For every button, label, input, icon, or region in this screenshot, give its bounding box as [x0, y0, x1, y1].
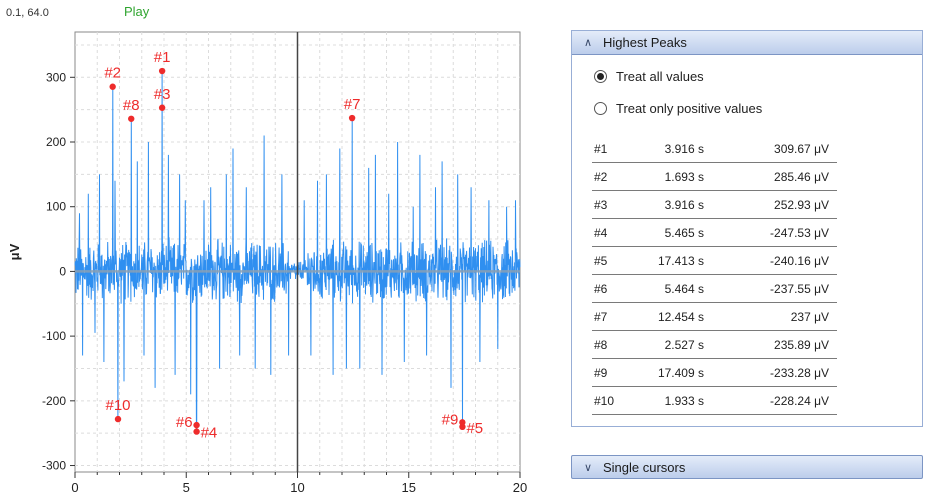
peak-id-cell: #9 — [592, 358, 632, 387]
peak-value-cell: 309.67 μV — [712, 135, 837, 163]
peak-id-cell: #1 — [592, 135, 632, 163]
peak-row[interactable]: #2 1.693 s 285.46 μV — [592, 162, 837, 191]
y-axis-label: μV — [7, 243, 22, 260]
peak-id-cell: #7 — [592, 302, 632, 331]
y-tick-label: -100 — [42, 329, 66, 343]
peak-marker-label: #6 — [176, 414, 193, 431]
peak-time-cell: 17.409 s — [632, 358, 712, 387]
peak-row[interactable]: #10 1.933 s -228.24 μV — [592, 386, 837, 415]
peak-marker-dot — [158, 104, 166, 111]
peak-marker-dot — [193, 428, 200, 435]
coordinate-readout: 0.1, 64.0 — [6, 7, 49, 19]
highest-peaks-header[interactable]: ∧​ Highest Peaks — [572, 31, 922, 55]
single-cursors-panel: ∨ Single cursors — [571, 455, 923, 479]
peak-id-cell: #8 — [592, 330, 632, 359]
peak-marker-dot — [459, 419, 466, 426]
peak-time-cell: 3.916 s — [632, 190, 712, 219]
single-cursors-title: Single cursors — [603, 459, 686, 475]
peak-id-cell: #2 — [592, 162, 632, 191]
peak-time-cell: 17.413 s — [632, 246, 712, 275]
axes: 300 200 100 0 -100 -200 -300 0 5 10 15 20 μV — [7, 70, 527, 495]
x-tick-label: 5 — [183, 480, 190, 495]
peak-value-cell: 252.93 μV — [712, 190, 837, 219]
peak-row[interactable]: #6 5.464 s -237.55 μV — [592, 274, 837, 303]
radio-selected-icon[interactable] — [594, 70, 607, 83]
y-tick-label: 300 — [46, 70, 66, 84]
peak-time-cell: 5.465 s — [632, 218, 712, 247]
y-tick-label: -200 — [42, 394, 66, 408]
radio-treat-all[interactable]: Treat all values — [594, 69, 704, 84]
peak-marker-dot — [114, 415, 122, 423]
peak-value-cell: 235.89 μV — [712, 330, 837, 359]
peak-marker-label: #2 — [104, 65, 121, 82]
peak-markers: #1 #2 #3 #4 #5 #6 #7 #8 #9 #10 — [104, 49, 483, 442]
peak-time-cell: 2.527 s — [632, 330, 712, 359]
peak-row[interactable]: #1 3.916 s 309.67 μV — [592, 135, 837, 163]
peak-marker-label: #8 — [123, 97, 140, 114]
peak-marker-label: #1 — [154, 49, 171, 66]
collapse-chevron-icon[interactable]: ∧​ — [583, 37, 593, 49]
radio-treat-positive-label: Treat only positive values — [616, 101, 763, 116]
peak-row[interactable]: #8 2.527 s 235.89 μV — [592, 330, 837, 359]
x-tick-label: 0 — [71, 480, 78, 495]
peak-time-cell: 5.464 s — [632, 274, 712, 303]
x-tick-label: 20 — [513, 480, 527, 495]
peak-marker-dot — [109, 83, 116, 90]
peak-id-cell: #5 — [592, 246, 632, 275]
y-tick-label: 200 — [46, 135, 66, 149]
peak-id-cell: #3 — [592, 190, 632, 219]
peak-marker-label: #10 — [105, 397, 130, 414]
play-button[interactable]: Play — [124, 4, 150, 19]
peak-id-cell: #10 — [592, 386, 632, 415]
peak-row[interactable]: #4 5.465 s -247.53 μV — [592, 218, 837, 247]
peak-marker-label: #4 — [201, 425, 218, 442]
single-cursors-header[interactable]: ∨ Single cursors — [571, 455, 923, 479]
peak-value-cell: 237 μV — [712, 302, 837, 331]
peak-time-cell: 12.454 s — [632, 302, 712, 331]
peak-row[interactable]: #9 17.409 s -233.28 μV — [592, 358, 837, 387]
peak-value-cell: 285.46 μV — [712, 162, 837, 191]
y-tick-label: -300 — [42, 459, 66, 473]
x-tick-label: 10 — [290, 480, 304, 495]
peak-marker-label: #7 — [344, 96, 361, 113]
peak-value-cell: -240.16 μV — [712, 246, 837, 275]
peak-row[interactable]: #3 3.916 s 252.93 μV — [592, 190, 837, 219]
peak-marker-label: #3 — [154, 86, 171, 103]
peak-marker-dot — [193, 421, 200, 429]
peak-marker-label: #9 — [442, 411, 459, 428]
peak-marker-dot — [158, 67, 166, 75]
peak-value-cell: -228.24 μV — [712, 386, 837, 415]
radio-treat-positive[interactable]: Treat only positive values — [594, 101, 762, 116]
peak-id-cell: #4 — [592, 218, 632, 247]
expand-chevron-icon[interactable]: ∨ — [583, 461, 593, 474]
peak-value-cell: -233.28 μV — [712, 358, 837, 387]
peak-time-cell: 3.916 s — [632, 135, 712, 163]
x-tick-label: 15 — [402, 480, 416, 495]
peak-marker-label: #5 — [466, 420, 483, 437]
y-tick-label: 0 — [59, 264, 66, 278]
peak-time-cell: 1.693 s — [632, 162, 712, 191]
peak-row[interactable]: #5 17.413 s -240.16 μV — [592, 246, 837, 275]
peak-time-cell: 1.933 s — [632, 386, 712, 415]
peaks-table: #1 3.916 s 309.67 μV #2 1.693 s 285.46 μV #3 3.… — [592, 135, 837, 415]
radio-unselected-icon[interactable] — [594, 102, 607, 115]
peak-id-cell: #6 — [592, 274, 632, 303]
y-tick-label: 100 — [46, 200, 66, 214]
peak-marker-dot — [348, 114, 356, 122]
highest-peaks-title: Highest Peaks — [603, 35, 687, 50]
peak-value-cell: -237.55 μV — [712, 274, 837, 303]
peak-marker-dot — [459, 423, 466, 431]
radio-treat-all-label: Treat all values — [616, 69, 704, 84]
highest-peaks-panel: ∧​ Highest Peaks Treat all values Treat … — [571, 30, 923, 427]
peak-row[interactable]: #7 12.454 s 237 μV — [592, 302, 837, 331]
peak-value-cell: -247.53 μV — [712, 218, 837, 247]
peak-marker-dot — [128, 115, 135, 122]
